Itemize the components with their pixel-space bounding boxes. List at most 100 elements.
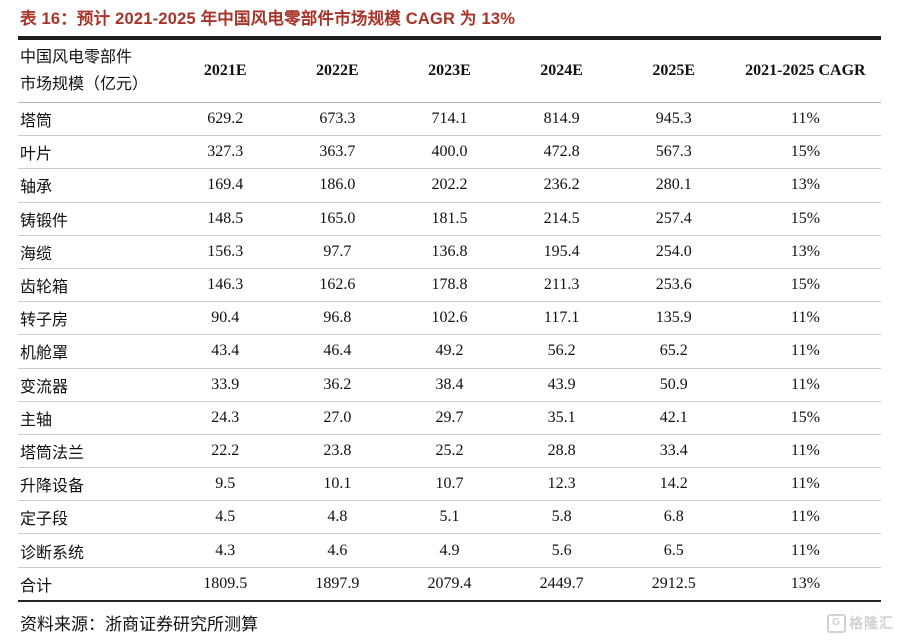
table-row: 叶片 327.3 363.7 400.0 472.8 567.3 15% <box>18 135 881 170</box>
year-value: 567.3 <box>617 135 730 170</box>
row-label: 海缆 <box>18 235 170 269</box>
cagr-value: 11% <box>729 368 881 402</box>
row-label: 铸锻件 <box>18 202 170 236</box>
year-value: 629.2 <box>169 102 282 137</box>
year-value: 29.7 <box>393 401 506 435</box>
year-value: 195.4 <box>505 235 618 269</box>
year-value: 12.3 <box>505 467 618 502</box>
year-value: 400.0 <box>393 135 506 170</box>
year-value: 211.3 <box>505 268 618 303</box>
year-value: 56.2 <box>505 334 618 369</box>
year-value: 945.3 <box>617 102 730 137</box>
cagr-value: 11% <box>729 334 881 369</box>
header-label-line2: 市场规模（亿元） <box>20 76 149 93</box>
row-label: 机舱罩 <box>18 334 170 369</box>
table-row: 主轴 24.3 27.0 29.7 35.1 42.1 15% <box>18 401 881 435</box>
year-value: 236.2 <box>505 168 618 203</box>
year-value: 4.3 <box>169 533 282 568</box>
year-value: 33.9 <box>169 368 282 402</box>
year-value: 43.4 <box>169 334 282 369</box>
year-value: 162.6 <box>281 268 394 303</box>
year-value: 96.8 <box>281 301 394 336</box>
year-value: 10.7 <box>393 467 506 502</box>
year-value: 5.8 <box>505 500 618 535</box>
year-value: 165.0 <box>281 202 394 236</box>
year-value: 363.7 <box>281 135 394 170</box>
cagr-value: 11% <box>729 434 881 469</box>
year-value: 814.9 <box>505 102 618 137</box>
row-label: 主轴 <box>18 401 170 435</box>
row-label: 塔筒 <box>18 102 170 137</box>
header-label-line1: 中国风电零部件 <box>20 49 133 66</box>
header-col-2022e: 2022E <box>281 38 394 103</box>
year-value: 4.6 <box>281 533 394 568</box>
row-label: 变流器 <box>18 368 170 402</box>
year-value: 50.9 <box>617 368 730 402</box>
row-label: 诊断系统 <box>18 533 170 568</box>
year-value: 42.1 <box>617 401 730 435</box>
year-value: 23.8 <box>281 434 394 469</box>
header-col-2021e: 2021E <box>169 38 282 103</box>
year-value: 35.1 <box>505 401 618 435</box>
year-value: 36.2 <box>281 368 394 402</box>
header-col-2023e: 2023E <box>393 38 506 103</box>
year-value: 97.7 <box>281 235 394 269</box>
table-row: 合计 1809.5 1897.9 2079.4 2449.7 2912.5 13% <box>18 567 881 601</box>
header-col-2025e: 2025E <box>617 38 730 103</box>
cagr-value: 15% <box>729 202 881 236</box>
year-value: 280.1 <box>617 168 730 203</box>
year-value: 156.3 <box>169 235 282 269</box>
year-value: 65.2 <box>617 334 730 369</box>
cagr-value: 15% <box>729 135 881 170</box>
table-row: 齿轮箱 146.3 162.6 178.8 211.3 253.6 15% <box>18 268 881 303</box>
table-header: 中国风电零部件 市场规模（亿元） 2021E 2022E 2023E 2024E… <box>18 38 881 103</box>
year-value: 253.6 <box>617 268 730 303</box>
row-label: 塔筒法兰 <box>18 434 170 469</box>
source-note: 资料来源：浙商证券研究所测算 <box>20 614 258 634</box>
table-row: 变流器 33.9 36.2 38.4 43.9 50.9 11% <box>18 368 881 402</box>
table-row: 定子段 4.5 4.8 5.1 5.8 6.8 11% <box>18 500 881 535</box>
year-value: 169.4 <box>169 168 282 203</box>
row-label: 转子房 <box>18 301 170 336</box>
header-col-2024e: 2024E <box>505 38 618 103</box>
year-value: 4.5 <box>169 500 282 535</box>
cagr-value: 11% <box>729 500 881 535</box>
table-title: 表 16：预计 2021-2025 年中国风电零部件市场规模 CAGR 为 13… <box>20 10 516 28</box>
cagr-value: 11% <box>729 301 881 336</box>
row-label: 轴承 <box>18 168 170 203</box>
year-value: 146.3 <box>169 268 282 303</box>
cagr-value: 11% <box>729 533 881 568</box>
year-value: 22.2 <box>169 434 282 469</box>
year-value: 6.8 <box>617 500 730 535</box>
year-value: 28.8 <box>505 434 618 469</box>
table-row: 机舱罩 43.4 46.4 49.2 56.2 65.2 11% <box>18 334 881 369</box>
year-value: 14.2 <box>617 467 730 502</box>
year-value: 181.5 <box>393 202 506 236</box>
year-value: 178.8 <box>393 268 506 303</box>
year-value: 135.9 <box>617 301 730 336</box>
year-value: 49.2 <box>393 334 506 369</box>
year-value: 5.6 <box>505 533 618 568</box>
year-value: 9.5 <box>169 467 282 502</box>
header-label-cell: 中国风电零部件 市场规模（亿元） <box>18 38 170 103</box>
year-value: 1897.9 <box>315 574 360 592</box>
year-value: 472.8 <box>505 135 618 170</box>
year-value: 33.4 <box>617 434 730 469</box>
year-value: 136.8 <box>393 235 506 269</box>
year-value: 714.1 <box>393 102 506 137</box>
year-value: 6.5 <box>617 533 730 568</box>
year-value: 38.4 <box>393 368 506 402</box>
table-row: 铸锻件 148.5 165.0 181.5 214.5 257.4 15% <box>18 202 881 236</box>
table-row: 轴承 169.4 186.0 202.2 236.2 280.1 13% <box>18 168 881 203</box>
header-col-cagr: 2021-2025 CAGR <box>729 38 881 103</box>
year-value: 46.4 <box>281 334 394 369</box>
row-label: 叶片 <box>18 135 170 170</box>
table-body: 塔筒 629.2 673.3 714.1 814.9 945.3 11% 叶片 327.3 363… <box>18 102 881 601</box>
year-value: 148.5 <box>169 202 282 236</box>
gelonghui-logo-icon: G <box>827 613 846 633</box>
table-row: 塔筒法兰 22.2 23.8 25.2 28.8 33.4 11% <box>18 434 881 469</box>
cagr-value: 13% <box>729 168 881 203</box>
year-value: 254.0 <box>617 235 730 269</box>
year-value: 4.8 <box>281 500 394 535</box>
